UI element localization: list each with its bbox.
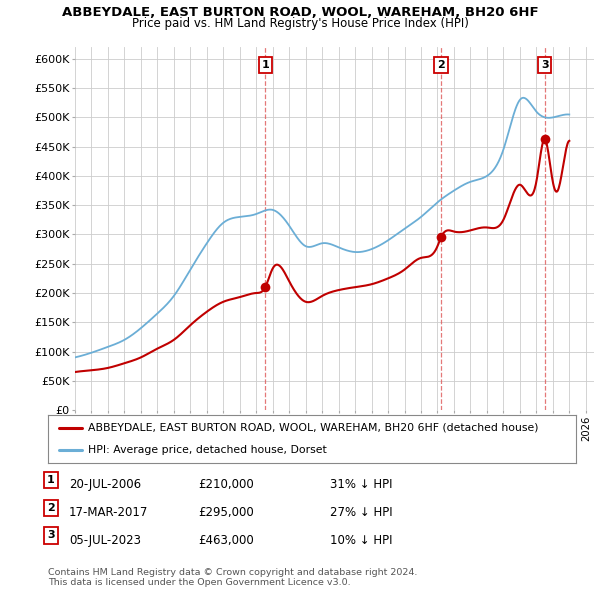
Text: This data is licensed under the Open Government Licence v3.0.: This data is licensed under the Open Gov…	[48, 578, 350, 587]
Text: 1: 1	[262, 60, 269, 70]
Text: 31% ↓ HPI: 31% ↓ HPI	[330, 478, 392, 491]
Text: £210,000: £210,000	[198, 478, 254, 491]
Text: 10% ↓ HPI: 10% ↓ HPI	[330, 534, 392, 547]
Text: ABBEYDALE, EAST BURTON ROAD, WOOL, WAREHAM, BH20 6HF (detached house): ABBEYDALE, EAST BURTON ROAD, WOOL, WAREH…	[88, 423, 538, 433]
Text: 3: 3	[541, 60, 548, 70]
Text: Contains HM Land Registry data © Crown copyright and database right 2024.: Contains HM Land Registry data © Crown c…	[48, 568, 418, 576]
Text: £295,000: £295,000	[198, 506, 254, 519]
Text: 20-JUL-2006: 20-JUL-2006	[69, 478, 141, 491]
Text: Price paid vs. HM Land Registry's House Price Index (HPI): Price paid vs. HM Land Registry's House …	[131, 17, 469, 30]
Text: £463,000: £463,000	[198, 534, 254, 547]
Text: 3: 3	[47, 530, 55, 540]
Text: 2: 2	[437, 60, 445, 70]
Text: 1: 1	[47, 475, 55, 485]
Text: 17-MAR-2017: 17-MAR-2017	[69, 506, 148, 519]
Text: 27% ↓ HPI: 27% ↓ HPI	[330, 506, 392, 519]
Text: 2: 2	[47, 503, 55, 513]
Text: HPI: Average price, detached house, Dorset: HPI: Average price, detached house, Dors…	[88, 445, 326, 455]
Text: 05-JUL-2023: 05-JUL-2023	[69, 534, 141, 547]
Text: ABBEYDALE, EAST BURTON ROAD, WOOL, WAREHAM, BH20 6HF: ABBEYDALE, EAST BURTON ROAD, WOOL, WAREH…	[62, 6, 538, 19]
